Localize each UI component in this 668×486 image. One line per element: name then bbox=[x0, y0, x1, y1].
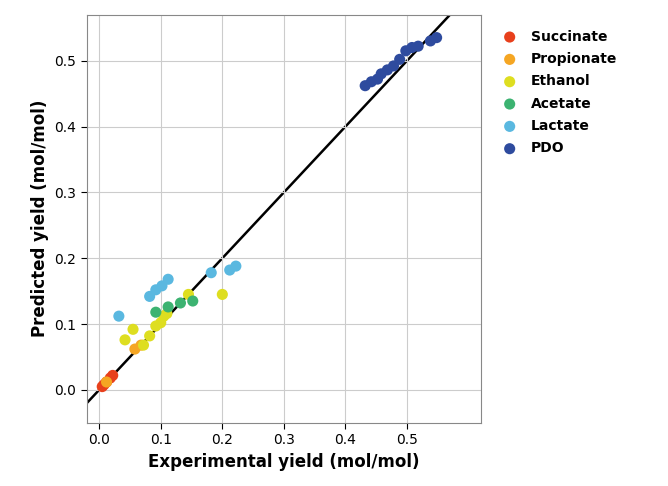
Ethanol bbox=[217, 291, 228, 298]
PDO bbox=[401, 47, 411, 55]
Succinate bbox=[102, 378, 112, 386]
PDO bbox=[413, 42, 424, 50]
Ethanol bbox=[158, 312, 169, 320]
PDO bbox=[360, 82, 371, 89]
Propionate bbox=[102, 378, 112, 386]
PDO bbox=[376, 70, 387, 78]
Ethanol bbox=[183, 291, 194, 298]
Lactate bbox=[206, 269, 216, 277]
PDO bbox=[394, 55, 405, 63]
Ethanol bbox=[138, 341, 149, 349]
Acetate bbox=[175, 299, 186, 307]
X-axis label: Experimental yield (mol/mol): Experimental yield (mol/mol) bbox=[148, 453, 420, 471]
Ethanol bbox=[128, 326, 138, 333]
Acetate bbox=[188, 297, 198, 305]
Legend: Succinate, Propionate, Ethanol, Acetate, Lactate, PDO: Succinate, Propionate, Ethanol, Acetate,… bbox=[496, 30, 617, 156]
Ethanol bbox=[150, 322, 161, 330]
PDO bbox=[382, 66, 393, 74]
PDO bbox=[425, 37, 436, 45]
Y-axis label: Predicted yield (mol/mol): Predicted yield (mol/mol) bbox=[31, 100, 49, 337]
Propionate bbox=[130, 345, 140, 353]
PDO bbox=[432, 34, 442, 41]
Ethanol bbox=[144, 332, 155, 340]
Lactate bbox=[114, 312, 124, 320]
Lactate bbox=[230, 262, 241, 270]
PDO bbox=[407, 44, 418, 52]
Lactate bbox=[144, 293, 155, 300]
Lactate bbox=[224, 266, 235, 274]
Acetate bbox=[163, 303, 174, 311]
PDO bbox=[388, 62, 399, 70]
Ethanol bbox=[120, 336, 130, 344]
Ethanol bbox=[156, 319, 166, 327]
Succinate bbox=[97, 382, 108, 390]
Lactate bbox=[163, 276, 174, 283]
Lactate bbox=[156, 282, 167, 290]
Propionate bbox=[136, 341, 146, 349]
PDO bbox=[372, 75, 383, 83]
Succinate bbox=[99, 381, 110, 388]
Succinate bbox=[105, 374, 116, 382]
Acetate bbox=[150, 308, 161, 316]
PDO bbox=[366, 78, 377, 86]
Succinate bbox=[108, 371, 118, 379]
Lactate bbox=[150, 286, 161, 294]
Ethanol bbox=[162, 310, 172, 317]
